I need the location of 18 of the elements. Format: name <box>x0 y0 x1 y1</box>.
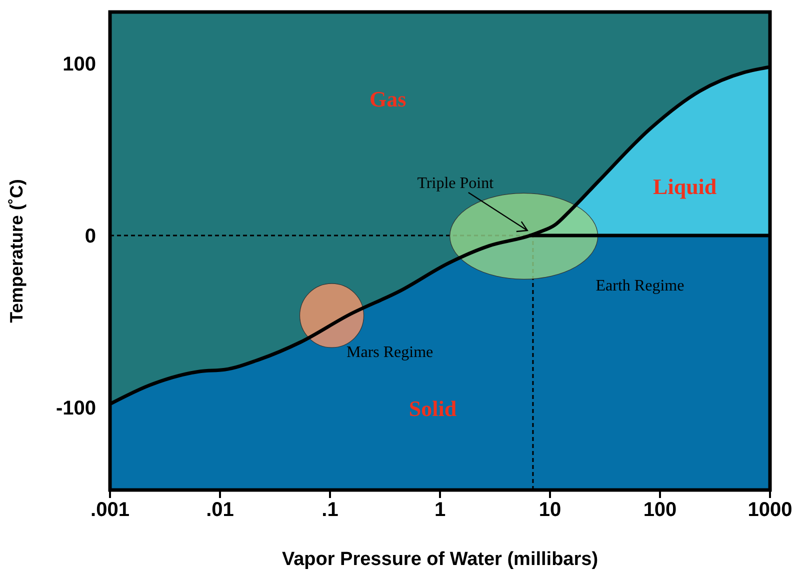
x-tick-label: 100 <box>643 499 677 522</box>
x-tick-label: 1 <box>434 499 446 522</box>
x-tick-label: 10 <box>538 499 562 522</box>
x-tick-label: .001 <box>90 499 130 522</box>
y-tick-label: 100 <box>62 54 96 76</box>
annotation: Mars Regime <box>346 344 434 362</box>
band-label: Gas <box>370 86 407 112</box>
x-tick-label: .01 <box>206 499 234 522</box>
annotation: Triple Point <box>417 175 494 192</box>
x-tick-label: .1 <box>322 499 338 522</box>
band-label: Solid <box>408 396 457 422</box>
y-tick-label: 0 <box>84 226 96 248</box>
annotation: Liquid <box>653 174 717 199</box>
x-tick-label: 1000 <box>748 499 792 522</box>
y-tick-label: -100 <box>56 398 96 420</box>
annotation: Earth Regime <box>596 277 684 294</box>
y-axis-title: Temperature (˚C) <box>6 179 26 323</box>
x-axis-title: Vapor Pressure of Water (millibars) <box>282 549 598 570</box>
